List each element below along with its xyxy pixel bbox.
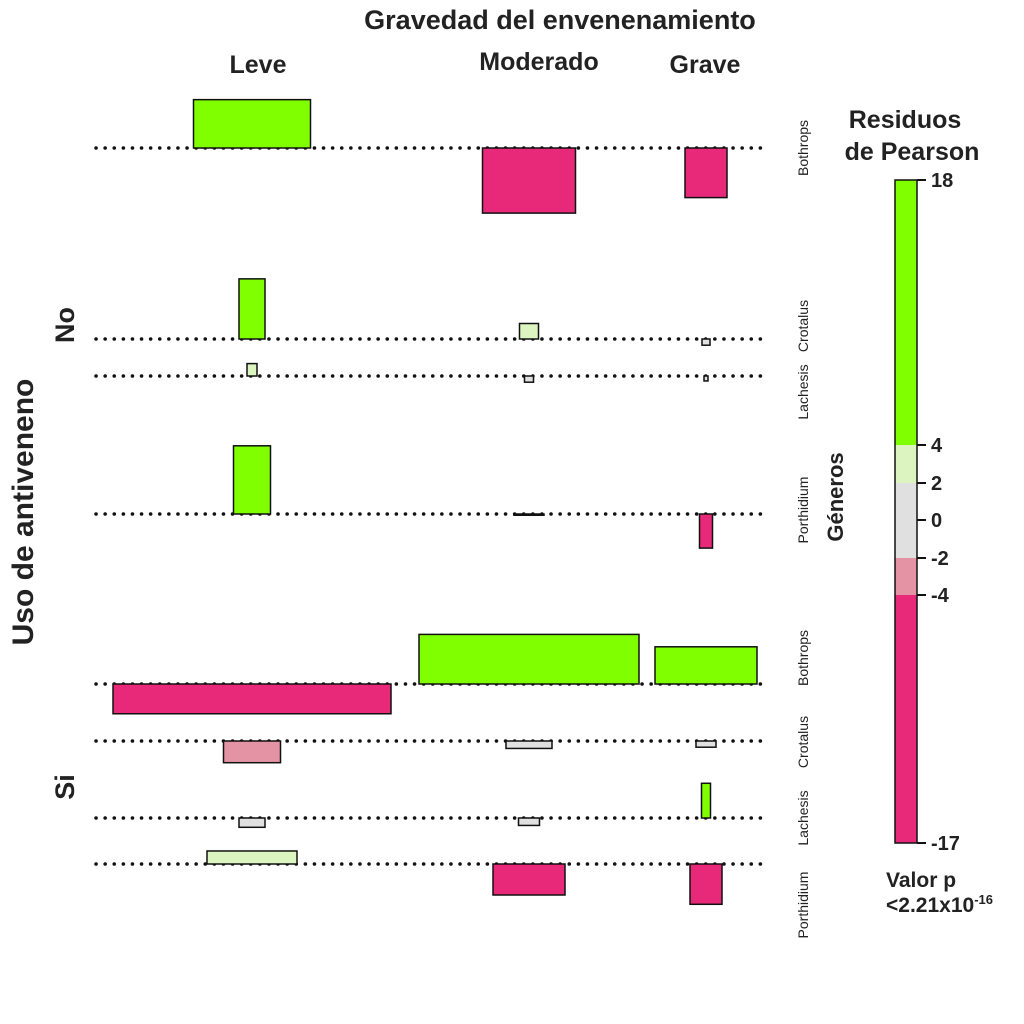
genus-label-no-bothrops: Bothrops <box>795 120 811 176</box>
column-label-moderado: Moderado <box>479 48 598 76</box>
residual-box-si-porthidium-grave <box>689 863 723 906</box>
genus-label-si-lachesis: Lachesis <box>795 790 811 845</box>
residual-box-si-crotalus-leve <box>222 740 282 764</box>
residual-box-si-lachesis-leve <box>238 817 266 829</box>
column-label-grave: Grave <box>670 51 741 79</box>
residual-box-no-crotalus-moderado <box>518 322 540 340</box>
colorbar-tick-label: 2 <box>931 473 942 495</box>
column-label-leve: Leve <box>230 51 287 79</box>
residual-box-si-lachesis-grave <box>700 782 712 819</box>
p-value: <2.21x10-16 <box>886 892 993 917</box>
colorbar-tick-label: 4 <box>931 435 943 457</box>
p-value-label: Valor p <box>886 869 956 892</box>
genus-label-no-porthidium: Porthidium <box>795 477 811 544</box>
genus-label-si-bothrops: Bothrops <box>795 630 811 686</box>
residual-box-no-crotalus-leve <box>238 278 266 340</box>
colorbar-band-mild-positive <box>895 445 917 483</box>
colorbar-band-neutral-upper <box>895 483 917 520</box>
residual-box-si-bothrops-grave <box>654 646 758 685</box>
colorbar-tick-label: -17 <box>931 833 960 855</box>
colorbar-tick-label: -2 <box>931 548 949 570</box>
residual-box-no-porthidium-grave <box>698 513 714 549</box>
residual-box-si-bothrops-moderado <box>418 633 640 685</box>
residual-box-no-lachesis-leve <box>246 362 258 377</box>
residual-box-no-bothrops-moderado <box>481 147 577 214</box>
residual-box-si-porthidium-leve <box>206 850 298 865</box>
residual-box-si-bothrops-leve <box>112 683 392 715</box>
p-value-base: <2.21x10 <box>886 894 974 917</box>
colorbar-tick-label: 0 <box>931 510 942 532</box>
residual-box-no-bothrops-grave <box>684 147 728 199</box>
colorbar-tick-label: 18 <box>931 170 953 192</box>
colorbar-band-neutral-lower <box>895 520 917 558</box>
residual-box-no-crotalus-grave <box>701 338 711 346</box>
genus-label-no-crotalus: Crotalus <box>795 300 811 352</box>
row-group-label: Uso de antiveneno <box>7 379 40 646</box>
residual-box-si-crotalus-moderado <box>505 740 553 750</box>
row-group-no: No <box>50 307 80 343</box>
residual-box-no-bothrops-leve <box>192 98 312 149</box>
colorbar-frame <box>894 179 918 844</box>
residual-box-si-crotalus-grave <box>695 740 717 748</box>
residual-box-no-lachesis-grave <box>703 375 709 382</box>
residual-box-no-porthidium-leve <box>232 445 272 515</box>
residual-box-no-lachesis-moderado <box>523 375 535 383</box>
genus-label-si-crotalus: Crotalus <box>795 716 811 768</box>
genus-label-si-porthidium: Porthidium <box>795 872 811 939</box>
legend-title-line1: Residuos <box>849 106 962 134</box>
colorbar-band-strong-positive <box>895 180 917 445</box>
row-group-si: Si <box>50 774 80 800</box>
colorbar-band-strong-negative <box>895 595 917 843</box>
p-value-exponent: -16 <box>974 892 993 907</box>
genus-axis-label: Géneros <box>823 452 848 541</box>
genus-label-no-lachesis: Lachesis <box>795 364 811 419</box>
chart-title: Gravedad del envenenamiento <box>364 5 756 35</box>
legend-title-line2: de Pearson <box>845 138 980 166</box>
residual-box-si-lachesis-moderado <box>517 817 541 827</box>
colorbar-band-mild-negative <box>895 558 917 595</box>
colorbar-tick-label: -4 <box>931 585 950 607</box>
residual-box-no-porthidium-moderado <box>513 513 545 516</box>
legend: Residuos de Pearson 18 4 2 0 -2 -4 -17 Valor p… <box>845 106 993 917</box>
residual-box-si-porthidium-moderado <box>492 863 566 896</box>
